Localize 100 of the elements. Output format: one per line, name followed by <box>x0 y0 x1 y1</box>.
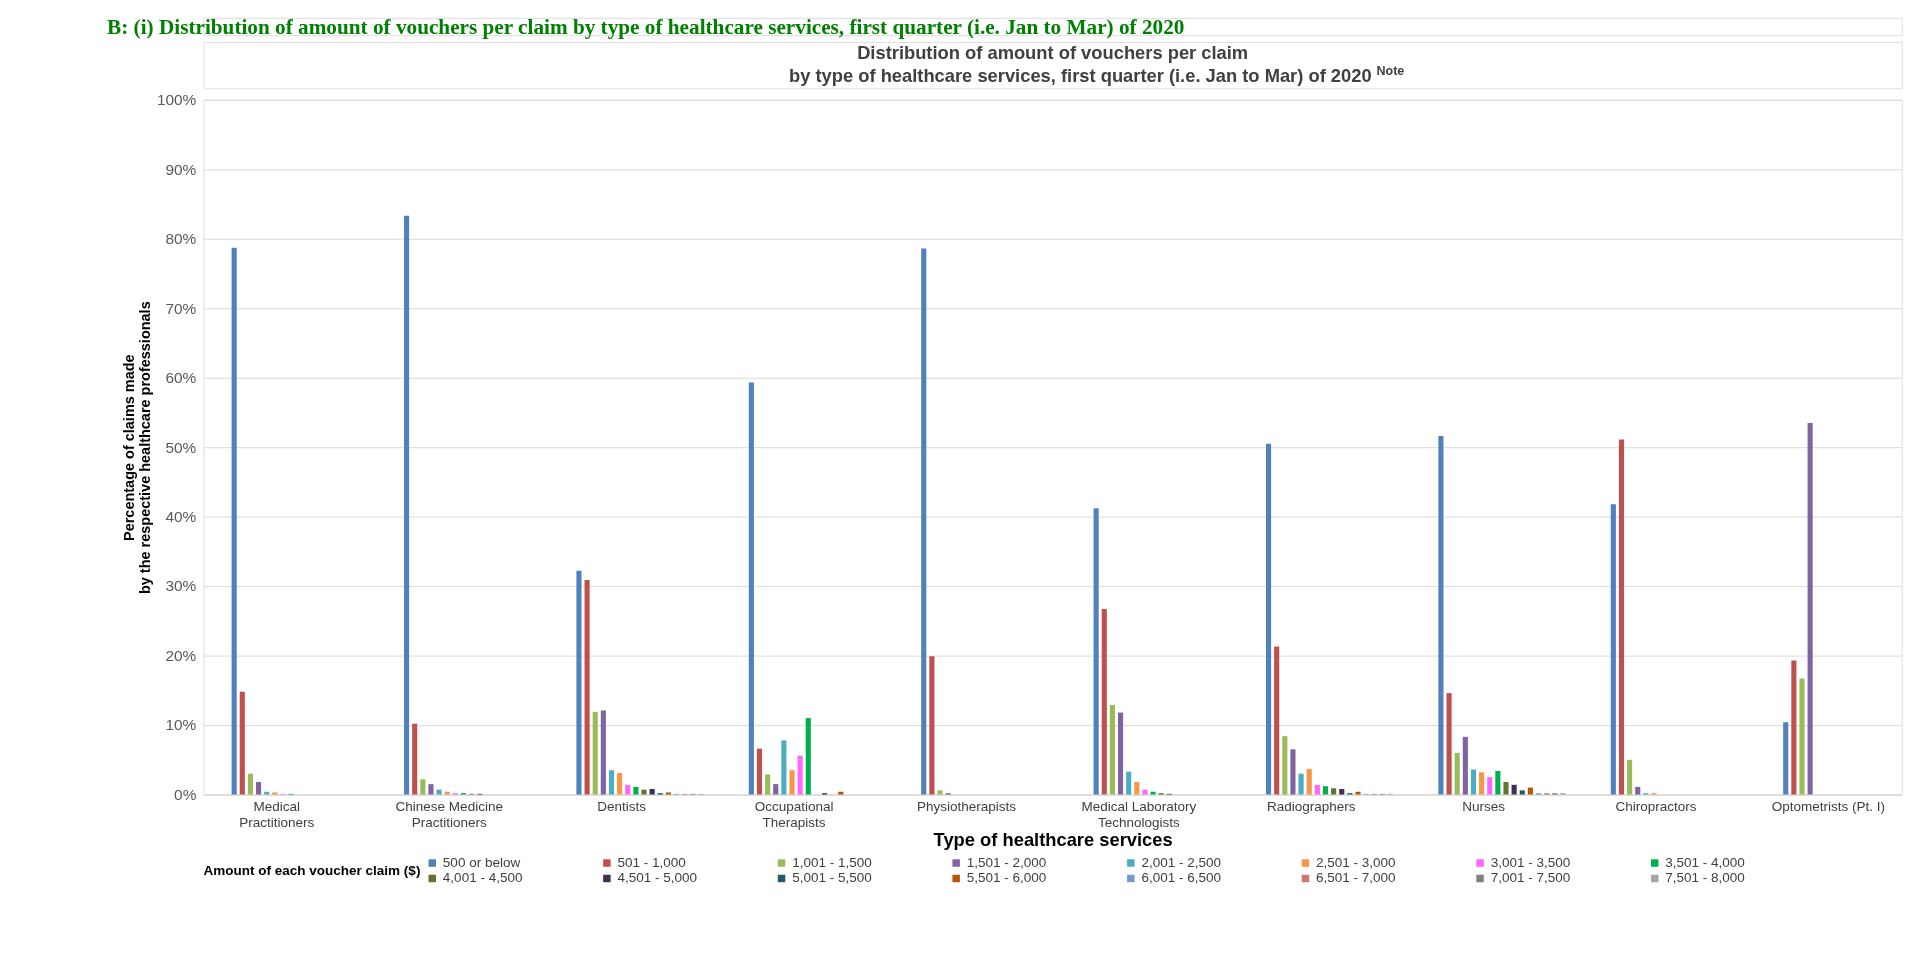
bar <box>665 792 671 795</box>
bar <box>231 247 237 795</box>
bar <box>921 248 927 795</box>
bar <box>617 773 623 795</box>
legend-label: 5,001 - 5,500 <box>792 870 872 886</box>
legend-label: 7,001 - 7,500 <box>1490 870 1571 886</box>
x-tick-label: Dentists <box>597 799 647 815</box>
bar <box>625 784 631 795</box>
bar <box>1331 788 1337 795</box>
y-tick-label: 40% <box>165 507 197 525</box>
legend-title: Amount of each voucher claim ($) <box>203 862 421 878</box>
bar <box>805 718 811 795</box>
bar <box>1355 791 1361 795</box>
bar <box>1807 422 1813 795</box>
bar <box>420 779 426 795</box>
bar <box>1511 784 1517 795</box>
y-tick-label: 60% <box>165 369 197 387</box>
chart-title: Distribution of amount of vouchers per claim by type of healthcare services, first quarter (i.e. Jan to Mar) of 2020 Note <box>788 42 1405 87</box>
bar <box>1306 768 1312 795</box>
bar <box>1487 777 1493 795</box>
y-tick-label: 10% <box>165 716 197 734</box>
bar <box>255 782 262 795</box>
bar <box>1339 788 1345 795</box>
bar <box>1470 769 1477 795</box>
bar <box>1265 443 1272 795</box>
bar <box>797 755 803 795</box>
y-tick-label: 80% <box>165 230 197 248</box>
bar <box>1314 784 1320 795</box>
x-tick-label: Occupational Therapists <box>754 799 834 830</box>
bar <box>1618 439 1625 795</box>
bar <box>1791 660 1797 795</box>
legend-label: 4,501 - 5,000 <box>617 870 698 886</box>
bar <box>1093 508 1099 795</box>
legend-label: 1,001 - 1,500 <box>792 854 872 870</box>
bar <box>641 789 647 795</box>
bar <box>264 791 270 795</box>
bar <box>765 774 771 795</box>
bar <box>584 579 590 795</box>
bar <box>929 656 935 795</box>
legend-label: 5,501 - 6,000 <box>966 870 1047 886</box>
x-tick-label: Chiropractors <box>1615 799 1697 815</box>
y-tick-label: 100% <box>156 91 197 109</box>
legend-label: 6,501 - 7,000 <box>1316 870 1396 886</box>
x-tick-label: Chinese Medicine Practitioners <box>395 799 503 830</box>
bar <box>1298 773 1304 795</box>
legend-label: 3,001 - 3,500 <box>1490 854 1571 870</box>
bar <box>1109 704 1115 795</box>
bar <box>1503 782 1509 795</box>
bar <box>247 773 253 795</box>
bar <box>1438 436 1444 795</box>
x-tick-label: Radiographers <box>1266 799 1356 815</box>
y-tick-label: 30% <box>165 577 197 595</box>
bar <box>436 789 442 795</box>
bar <box>444 791 450 795</box>
bar <box>1282 736 1288 795</box>
bar <box>1142 789 1148 795</box>
bar <box>428 784 434 795</box>
x-tick-label: Medical Practitioners <box>239 799 315 830</box>
legend-label: 4,001 - 4,500 <box>442 870 523 886</box>
legend-label: 6,001 - 6,500 <box>1141 870 1221 886</box>
legend-label: 7,501 - 8,000 <box>1665 870 1745 886</box>
bar <box>649 788 655 795</box>
bar <box>412 723 418 795</box>
y-tick-label: 90% <box>165 160 197 178</box>
legend-label: 2,501 - 3,000 <box>1316 854 1396 870</box>
bar <box>633 786 639 795</box>
bar <box>1446 693 1452 795</box>
bar <box>1799 678 1805 795</box>
bar <box>1527 787 1533 795</box>
bar <box>789 770 795 795</box>
bar <box>1322 786 1329 795</box>
bar <box>781 740 787 795</box>
bar <box>239 691 245 795</box>
y-axis-title: Percentage of claims made by the respective healthcare professionals <box>120 301 154 595</box>
bar <box>1462 736 1468 795</box>
bar <box>600 710 606 795</box>
x-axis-title: Type of healthcare services <box>933 829 1173 851</box>
legend-label: 3,501 - 4,000 <box>1665 854 1745 870</box>
legend-label: 1,501 - 2,000 <box>966 854 1047 870</box>
bar <box>1610 504 1616 795</box>
bar <box>1635 786 1641 795</box>
legend-label: 500 or below <box>442 854 521 870</box>
x-tick-label: Physiotherapists <box>916 799 1017 815</box>
y-tick-label: 70% <box>165 299 197 317</box>
y-tick-label: 20% <box>165 646 197 664</box>
legend-label: 501 - 1,000 <box>617 854 686 870</box>
bar <box>1101 609 1107 795</box>
bar <box>1454 752 1460 795</box>
bar <box>1627 759 1633 795</box>
bar <box>1126 771 1132 795</box>
bar <box>1783 722 1789 795</box>
bar <box>1495 770 1501 795</box>
bar <box>403 215 410 795</box>
legend-label: 2,001 - 2,500 <box>1141 854 1221 870</box>
bar <box>1134 782 1140 795</box>
x-tick-label: Medical Laboratory Technologists <box>1081 799 1197 830</box>
bar <box>773 784 779 795</box>
bar <box>592 711 598 795</box>
x-tick-label: Nurses <box>1462 799 1506 815</box>
bar <box>1479 772 1485 795</box>
